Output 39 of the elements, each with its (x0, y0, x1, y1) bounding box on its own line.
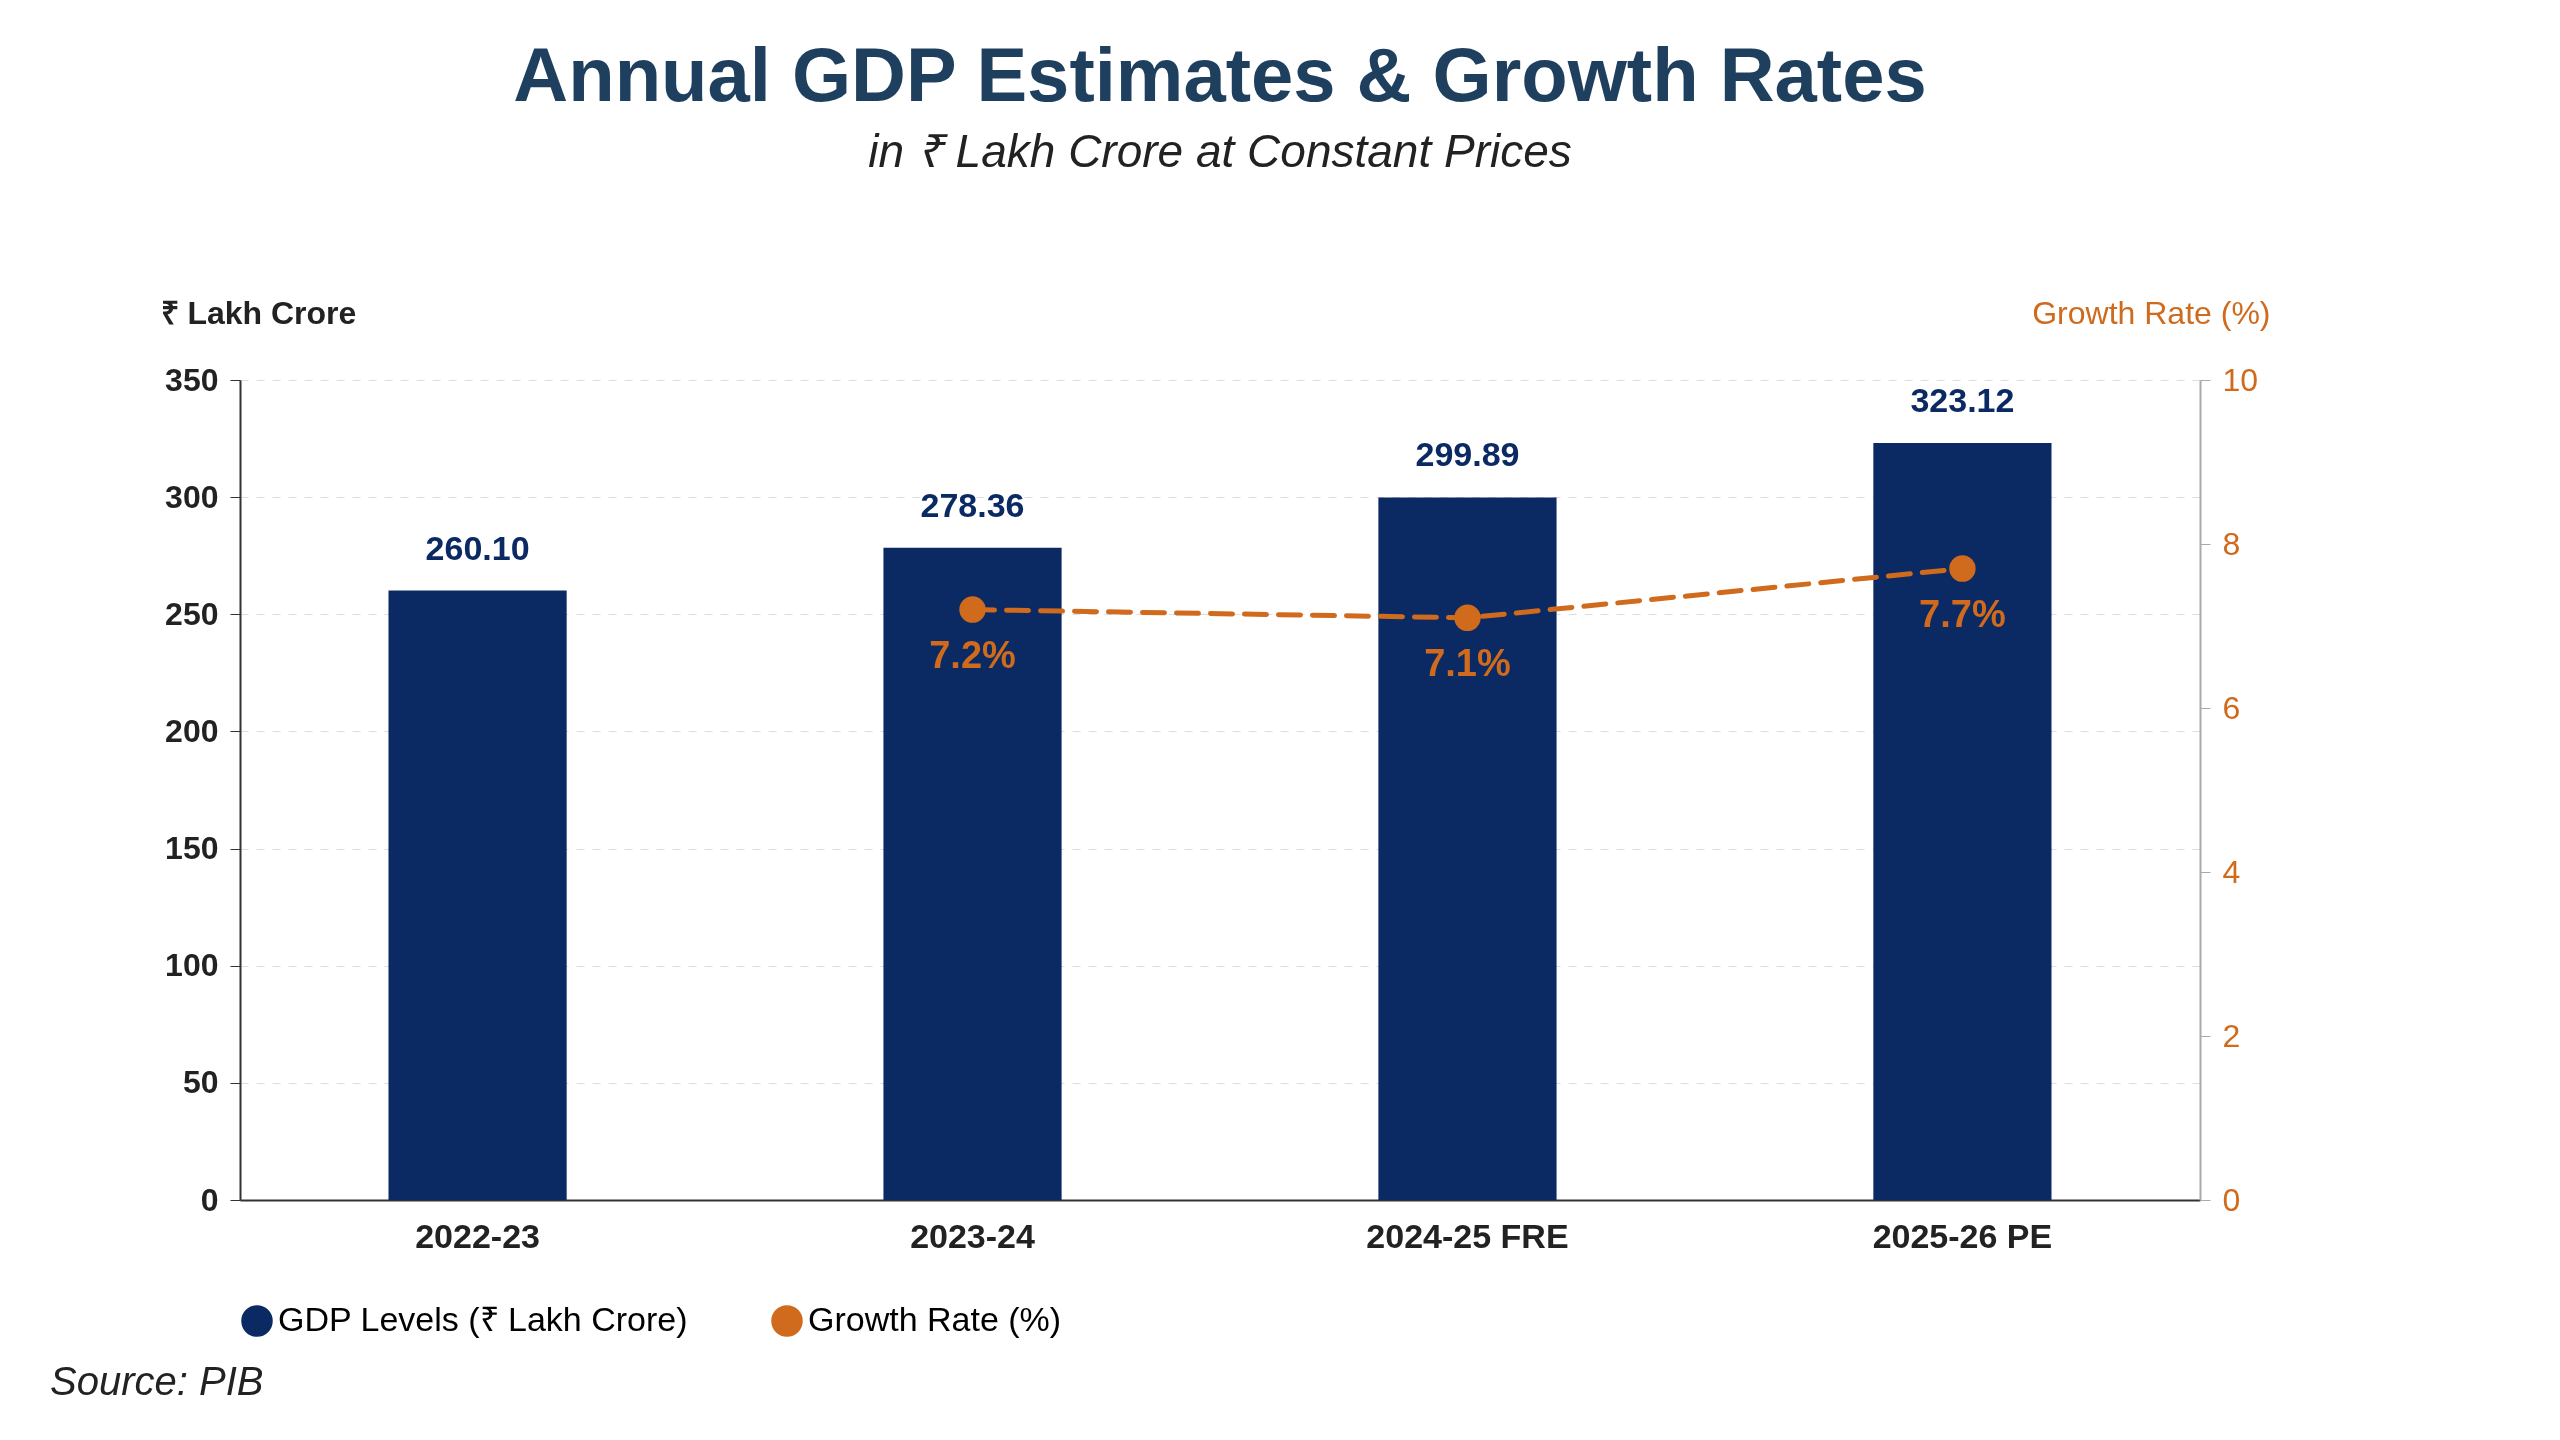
x-tick-label: 2023-24 (910, 1216, 1035, 1255)
data-label: 260.10 (425, 528, 530, 567)
data-label: 7.2% (929, 633, 1016, 676)
bar (1378, 497, 1557, 1200)
y-tick-label: 150 (165, 830, 219, 867)
bar (883, 547, 1062, 1200)
y2-tick-label: 2 (2222, 1017, 2241, 1054)
y-tick-label: 200 (165, 712, 219, 749)
y2-tick-label: 4 (2222, 853, 2241, 890)
x-tick-label: 2022-23 (415, 1216, 540, 1255)
y2-tick-label: 10 (2222, 361, 2259, 398)
y-axis-title: ₹ Lakh Crore (160, 294, 357, 331)
y-tick-label: 0 (200, 1181, 219, 1218)
y-tick-label: 100 (165, 947, 219, 984)
x-tick-label: 2025-26 PE (1872, 1216, 2053, 1255)
data-label: 299.89 (1415, 435, 1520, 474)
y-tick-label: 300 (165, 478, 219, 515)
data-label: 7.7% (1919, 592, 2006, 635)
point (1949, 555, 1976, 582)
chart-subtitle: in ₹ Lakh Crore at Constant Prices (868, 125, 1572, 177)
data-label: 323.12 (1910, 380, 2015, 419)
y-tick-label: 250 (165, 595, 219, 632)
y-tick-label: 350 (165, 361, 219, 398)
y-tick-label: 50 (182, 1064, 219, 1101)
legend-label: GDP Levels (₹ Lakh Crore) (278, 1300, 688, 1338)
point (1454, 604, 1481, 631)
point (959, 596, 986, 623)
bar (388, 590, 567, 1200)
legend-label: Growth Rate (%) (808, 1300, 1062, 1338)
bar (1873, 442, 2052, 1200)
y2-tick-label: 0 (2222, 1181, 2241, 1218)
chart-title: Annual GDP Estimates & Growth Rates (513, 32, 1927, 117)
data-label: 278.36 (920, 485, 1025, 524)
y2-tick-label: 8 (2222, 525, 2241, 562)
data-label: 7.1% (1424, 641, 1511, 684)
x-tick-label: 2024-25 FRE (1366, 1216, 1569, 1255)
source-note: Source: PIB (50, 1359, 265, 1404)
y2-axis-title: Growth Rate (%) (2032, 294, 2271, 331)
y2-tick-label: 6 (2222, 689, 2241, 726)
